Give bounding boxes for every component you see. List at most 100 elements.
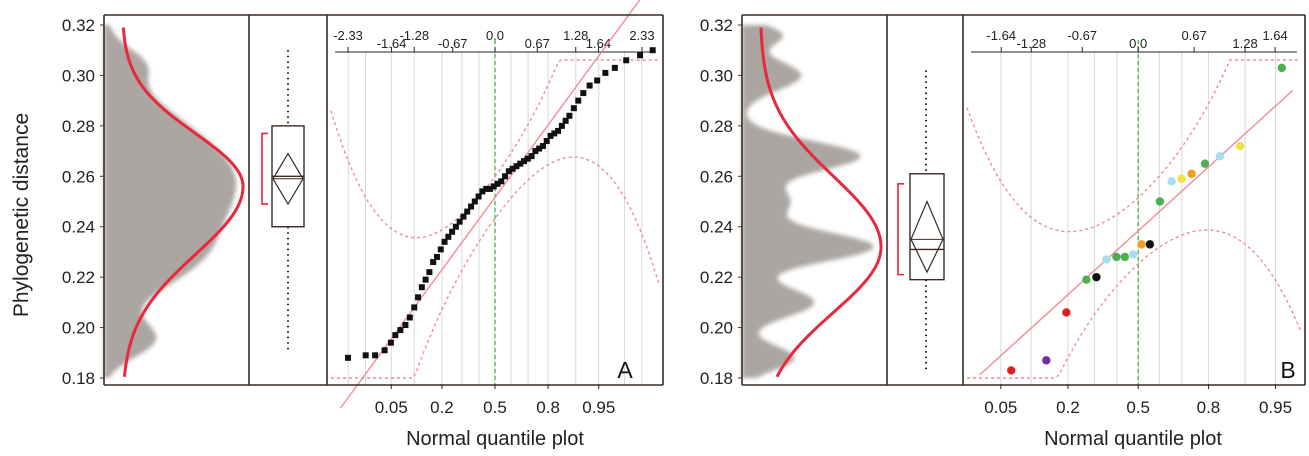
y-axis-ticks-b: 0.32 0.30 0.28 0.26 0.24 0.22 0.20 0.18 xyxy=(700,16,742,388)
mean-diamond xyxy=(910,199,944,274)
y-tick-label: 0.24 xyxy=(700,218,733,237)
data-point xyxy=(1137,240,1146,249)
data-point xyxy=(475,193,482,200)
density-panel-a xyxy=(104,25,245,378)
bottom-tick-label: 0.2 xyxy=(430,398,454,417)
data-point xyxy=(547,132,554,139)
panel-label-a: A xyxy=(617,357,633,383)
data-point xyxy=(372,352,379,359)
data-point xyxy=(509,165,516,172)
bottom-tick-label: 0.2 xyxy=(1056,398,1080,417)
data-point xyxy=(517,160,524,167)
data-point xyxy=(490,183,497,190)
data-point xyxy=(536,145,543,152)
data-point xyxy=(1277,63,1286,73)
data-point xyxy=(594,77,601,84)
data-point xyxy=(397,327,404,334)
data-point xyxy=(505,168,512,175)
boxplot-b xyxy=(897,70,945,373)
data-point xyxy=(532,148,539,155)
data-point xyxy=(387,339,394,346)
data-point xyxy=(521,158,528,165)
bottom-tick-label: 0.5 xyxy=(483,398,507,417)
panel-frames-b xyxy=(741,14,1306,386)
data-point xyxy=(1215,151,1225,161)
box-iqr xyxy=(909,173,945,281)
data-point xyxy=(449,228,456,235)
x-axis-label-a: Normal quantile plot xyxy=(406,428,584,450)
y-tick-label: 0.26 xyxy=(62,167,95,186)
data-point xyxy=(464,208,471,215)
panel-frames-a xyxy=(103,14,664,386)
y-axis-label: Phylogenetic distance xyxy=(10,113,33,317)
y-tick-label: 0.30 xyxy=(700,66,733,85)
confidence-band-upper xyxy=(330,59,659,239)
density-fill-b xyxy=(742,25,874,378)
top-tick-label: 0.0 xyxy=(486,28,504,43)
mean-diamond xyxy=(272,152,304,206)
top-tick-label: -1.64 xyxy=(986,28,1016,43)
top-tick-label: -1.64 xyxy=(377,36,407,51)
data-point xyxy=(1062,308,1071,317)
data-point xyxy=(570,105,577,112)
bottom-tick-label: 0.8 xyxy=(1197,398,1221,417)
y-axis-ticks-a: 0.32 0.30 0.28 0.26 0.24 0.22 0.20 0.18 xyxy=(62,16,104,388)
data-point xyxy=(441,238,448,245)
top-tick-label: -1.28 xyxy=(1016,36,1046,51)
top-tick-label: 1.64 xyxy=(1262,28,1287,43)
data-point xyxy=(433,253,440,260)
data-point xyxy=(381,347,388,354)
bottom-tick-label: 0.8 xyxy=(536,398,560,417)
data-point xyxy=(1167,177,1176,186)
data-point xyxy=(486,185,493,192)
top-tick-label: 1.28 xyxy=(1232,36,1257,51)
data-point xyxy=(558,122,565,129)
data-point xyxy=(1187,169,1196,178)
data-point xyxy=(437,246,444,253)
confidence-band-lower xyxy=(967,229,1302,379)
top-tick-label: 2.33 xyxy=(629,28,654,43)
top-tick-label: -1.28 xyxy=(399,28,429,43)
bottom-tick-label: 0.95 xyxy=(582,398,615,417)
data-point xyxy=(445,233,452,240)
shortest-half-bracket xyxy=(261,132,268,205)
data-point xyxy=(483,185,490,192)
top-tick-label: -0.67 xyxy=(438,36,468,51)
top-tick-label: 0.67 xyxy=(525,36,550,51)
y-tick-label: 0.24 xyxy=(62,218,95,237)
data-point xyxy=(1235,141,1245,151)
y-tick-label: 0.22 xyxy=(700,268,733,287)
data-point xyxy=(1177,174,1186,184)
data-point xyxy=(1082,275,1091,284)
density-panel-b xyxy=(742,25,883,378)
data-point xyxy=(452,223,459,230)
data-point xyxy=(392,332,399,339)
data-point xyxy=(411,304,418,311)
data-point xyxy=(1042,356,1051,365)
panel-a: 0.32 0.30 0.28 0.26 0.24 0.22 0.20 0.18 -2.33 -1… xyxy=(62,0,664,450)
data-point xyxy=(586,82,593,89)
data-point xyxy=(1120,252,1130,262)
data-point xyxy=(456,218,463,225)
x-axis-label-b: Normal quantile plot xyxy=(1044,428,1222,450)
data-point xyxy=(513,163,520,170)
data-point xyxy=(1145,240,1155,249)
data-point xyxy=(1200,159,1210,168)
data-point xyxy=(430,259,437,266)
data-point xyxy=(555,127,562,134)
data-point xyxy=(1155,197,1165,206)
y-tick-label: 0.18 xyxy=(62,369,95,388)
data-point xyxy=(422,276,429,283)
confidence-band-upper xyxy=(966,59,1301,233)
data-point xyxy=(524,155,531,162)
data-point xyxy=(415,294,422,301)
y-tick-label: 0.28 xyxy=(700,117,733,136)
data-point xyxy=(418,284,425,291)
y-tick-label: 0.22 xyxy=(62,268,95,287)
confidence-band-lower xyxy=(331,156,660,379)
bottom-tick-label: 0.05 xyxy=(984,398,1017,417)
data-point xyxy=(649,47,656,54)
data-point xyxy=(602,69,609,76)
y-tick-label: 0.28 xyxy=(62,117,95,136)
quantile-plot-b: -1.64-1.28 -0.67 0.0 0.67 1.28 1.64 0.05 0.2 0.5… xyxy=(966,28,1302,417)
